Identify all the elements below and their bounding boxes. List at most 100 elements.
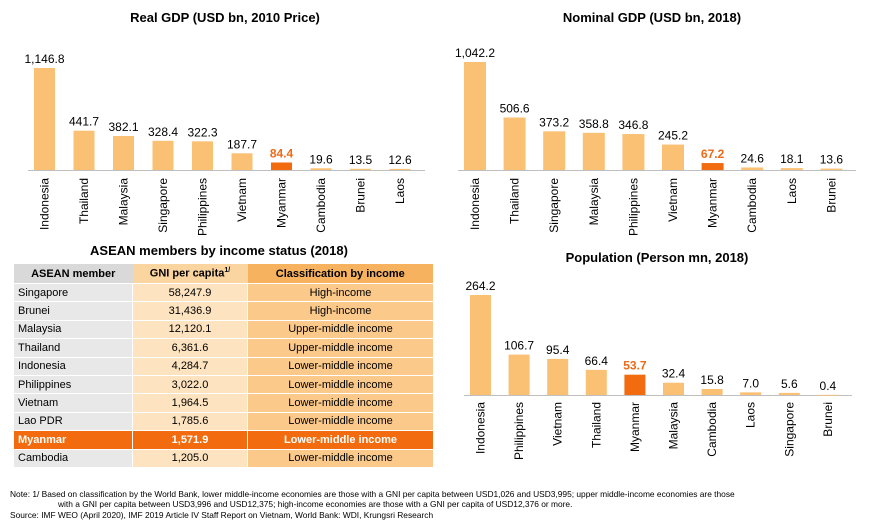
population-title: Population (Person mn, 2018) [566, 250, 749, 265]
cell-classification: High-income [247, 283, 433, 303]
col-header-classification: Classification by income [247, 264, 433, 284]
category-label: Myanmar [275, 178, 289, 228]
real-gdp-title: Real GDP (USD bn, 2010 Price) [130, 10, 320, 25]
cell-gni: 3,022.0 [132, 375, 248, 395]
data-label: 24.6 [741, 151, 765, 165]
bar [152, 140, 174, 170]
cell-gni: 1,785.6 [132, 412, 248, 432]
table-row: Indonesia 4,284.7 Lower-middle income [14, 357, 433, 376]
table-row: Singapore 58,247.9 High-income [14, 283, 433, 303]
bar [508, 354, 530, 395]
charts-canvas: Real GDP (USD bn, 2010 Price) 1,146.8 Ind… [24, 10, 856, 460]
cell-classification: Upper-middle income [247, 338, 433, 358]
bar [310, 168, 332, 170]
bar [34, 68, 55, 170]
footnote: Note: 1/ Based on classification by the … [10, 489, 866, 520]
table-row: Vietnam 1,964.5 Lower-middle income [14, 393, 433, 413]
cell-gni: 1,571.9 [132, 430, 248, 450]
bar [192, 141, 213, 170]
income-table-title: ASEAN members by income status (2018) [90, 243, 348, 258]
col-header-member: ASEAN member [14, 264, 133, 284]
population-chart: 264.2 Indonesia 106.7 Philippines 95.4 Vietna… [464, 279, 852, 460]
bar [113, 136, 134, 170]
category-label: Cambodia [314, 178, 328, 233]
nominal-gdp-chart: 1,042.2 Indonesia 506.6 Thailand 373.2 Singap… [455, 46, 856, 236]
cell-classification: Upper-middle income [247, 320, 433, 340]
bar [73, 130, 95, 170]
table-row: Brunei 31,436.9 High-income [14, 301, 433, 321]
category-label: Malaysia [587, 178, 601, 226]
bar [389, 168, 411, 170]
cell-gni: 6,361.6 [132, 338, 248, 358]
bar [582, 132, 605, 170]
bar [820, 168, 843, 170]
cell-gni: 58,247.9 [132, 283, 248, 303]
category-label: Cambodia [705, 402, 719, 457]
bar [470, 295, 491, 395]
cell-gni: 31,436.9 [132, 301, 248, 321]
category-label: Indonesia [468, 178, 482, 230]
bar [271, 162, 292, 170]
bar [701, 389, 723, 395]
cell-member: Malaysia [14, 320, 133, 340]
cell-member: Cambodia [14, 449, 133, 468]
bar [662, 144, 684, 170]
source-line: Source: IMF WEO (April 2020), IMF 2019 A… [10, 509, 434, 520]
bar [780, 168, 803, 170]
cell-classification: Lower-middle income [247, 357, 433, 376]
cell-member: Singapore [14, 283, 133, 303]
table-row: Thailand 6,361.6 Upper-middle income [14, 338, 433, 358]
cell-classification: High-income [247, 301, 433, 321]
cell-classification: Lower-middle income [247, 412, 433, 432]
category-label: Myanmar [628, 402, 642, 452]
category-label: Laos [393, 178, 407, 204]
bar [231, 153, 253, 170]
bar [741, 167, 764, 170]
table-row: Myanmar 1,571.9 Lower-middle income [14, 430, 433, 450]
category-label: Singapore [156, 178, 170, 233]
bar [663, 382, 684, 395]
data-label: 322.3 [187, 125, 217, 139]
category-label: Singapore [782, 402, 796, 457]
data-label: 66.4 [585, 354, 609, 368]
data-label: 19.6 [309, 152, 333, 166]
category-label: Singapore [547, 178, 561, 233]
data-label: 32.4 [662, 367, 686, 381]
bar [503, 117, 526, 170]
data-label: 1,146.8 [24, 52, 64, 66]
data-label: 328.4 [148, 125, 178, 139]
data-label: 13.6 [820, 153, 844, 167]
category-label: Vietnam [666, 178, 680, 222]
table-row: Malaysia 12,120.1 Upper-middle income [14, 320, 433, 340]
cell-member: Thailand [14, 338, 133, 358]
cell-gni: 12,120.1 [132, 320, 248, 340]
bar [701, 163, 724, 170]
cell-classification: Lower-middle income [247, 393, 433, 413]
category-label: Laos [785, 178, 799, 204]
cell-classification: Lower-middle income [247, 375, 433, 395]
category-label: Brunei [821, 402, 835, 437]
cell-member: Myanmar [14, 430, 133, 450]
table-row: Philippines 3,022.0 Lower-middle income [14, 375, 433, 395]
bar [464, 62, 486, 170]
real-gdp-chart: 1,146.8 Indonesia 441.7 Thailand 382.1 Malays… [24, 52, 425, 236]
cell-member: Vietnam [14, 393, 133, 413]
bar [740, 392, 762, 395]
data-label: 506.6 [500, 102, 530, 116]
data-label: 53.7 [623, 359, 647, 373]
data-label: 106.7 [504, 339, 534, 353]
bar [547, 358, 569, 395]
category-label: Malaysia [117, 178, 131, 226]
bar [624, 374, 646, 395]
category-label: Vietnam [235, 178, 249, 222]
bar [622, 134, 645, 170]
bar [585, 369, 607, 395]
data-label: 187.7 [227, 137, 257, 151]
bar [543, 131, 566, 170]
data-label: 15.8 [700, 373, 724, 387]
cell-member: Lao PDR [14, 412, 133, 432]
category-label: Indonesia [38, 178, 52, 230]
cell-gni: 1,964.5 [132, 393, 248, 413]
nominal-gdp-title: Nominal GDP (USD bn, 2018) [563, 10, 741, 25]
cell-gni: 4,284.7 [132, 357, 248, 376]
